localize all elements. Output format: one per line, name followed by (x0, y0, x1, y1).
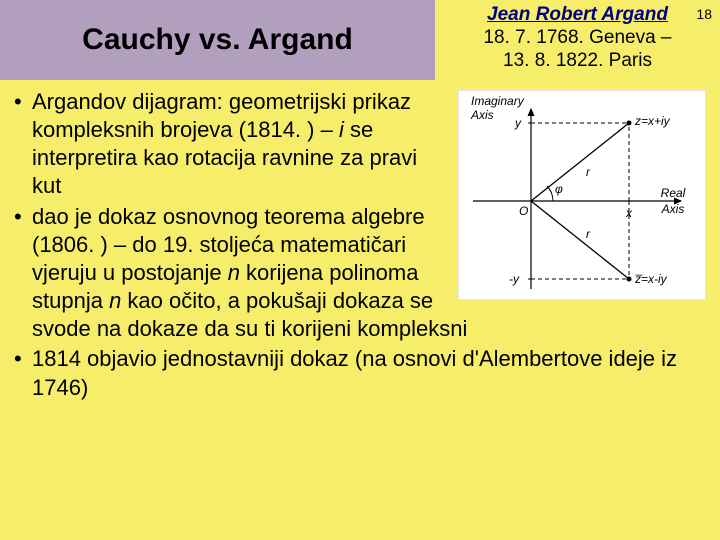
bullet-item: 1814 objavio jednostavniji dokaz (na osn… (14, 345, 706, 401)
svg-text:φ: φ (555, 182, 563, 196)
svg-text:Axis: Axis (661, 202, 685, 216)
svg-text:r: r (586, 165, 591, 179)
svg-text:Axis: Axis (470, 108, 494, 122)
svg-text:r: r (586, 227, 591, 241)
svg-text:z=x+iy: z=x+iy (634, 114, 671, 128)
svg-text:-y: -y (509, 272, 520, 286)
header: Cauchy vs. Argand Jean Robert Argand 18.… (0, 0, 720, 80)
italic-text: n (109, 288, 121, 313)
bio-box: Jean Robert Argand 18. 7. 1768. Geneva –… (435, 0, 720, 80)
bio-dates-1: 18. 7. 1768. Geneva – (441, 27, 714, 50)
svg-text:z̅=x-iy: z̅=x-iy (634, 272, 668, 286)
page-number: 18 (696, 6, 712, 22)
svg-text:O: O (519, 204, 528, 218)
bio-dates-2: 13. 8. 1822. Paris (441, 50, 714, 73)
bio-name: Jean Robert Argand (441, 4, 714, 27)
svg-text:y: y (514, 116, 522, 130)
content-area: Argandov dijagram: geometrijski prikaz k… (14, 88, 706, 530)
italic-text: n (228, 260, 240, 285)
svg-text:Real: Real (661, 186, 686, 200)
slide-title: Cauchy vs. Argand (0, 0, 435, 80)
slide: 18 Cauchy vs. Argand Jean Robert Argand … (0, 0, 720, 540)
bullet-text: 1814 objavio jednostavniji dokaz (na osn… (32, 346, 677, 399)
svg-text:Imaginary: Imaginary (471, 94, 525, 108)
argand-diagram: Oxy-yφrrz=x+iyz̅=x-iyImaginaryAxisRealAx… (458, 90, 706, 300)
